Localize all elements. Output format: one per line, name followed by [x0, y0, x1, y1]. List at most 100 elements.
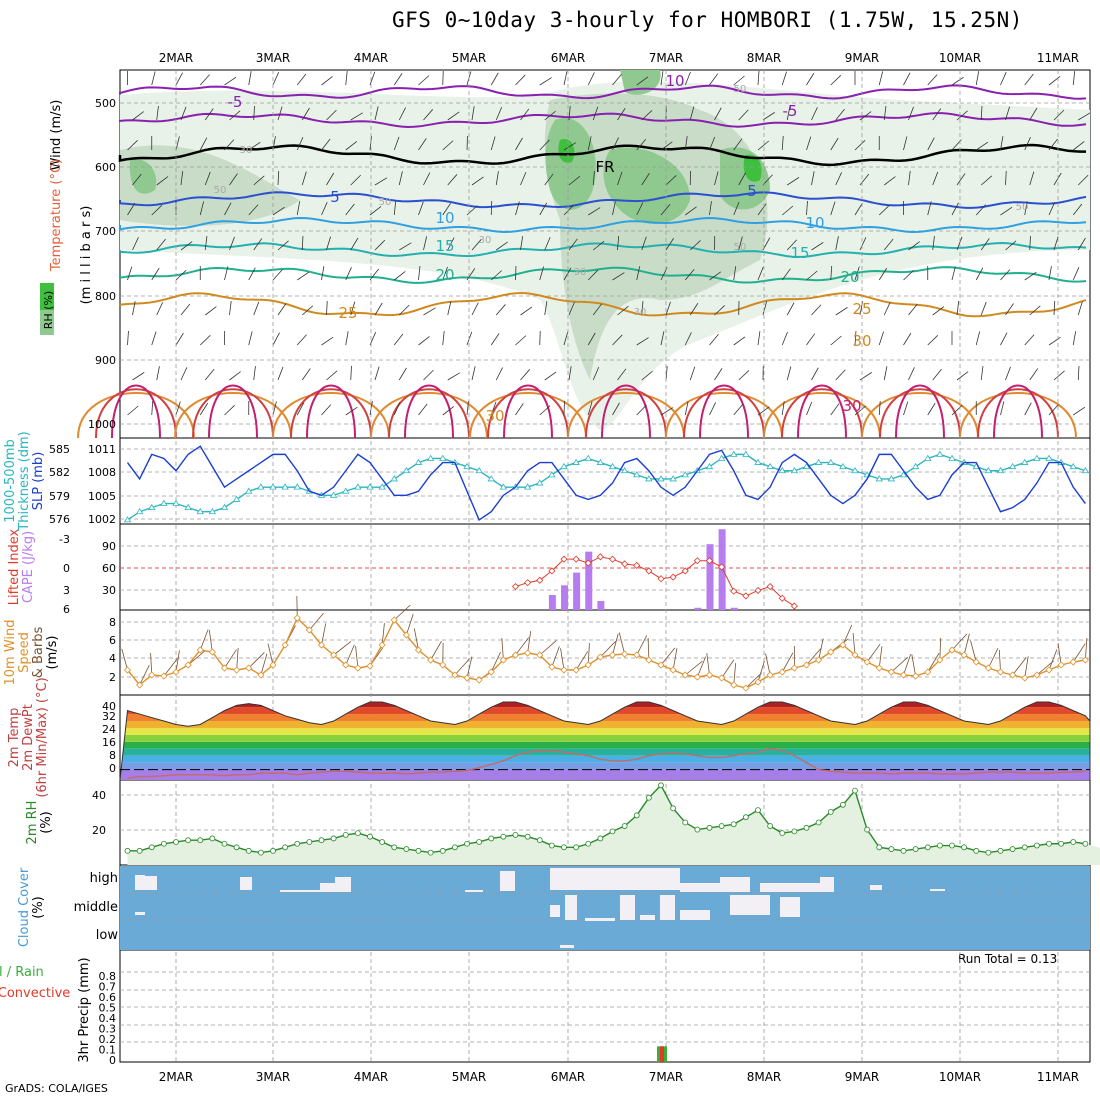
wind-barb: [1000, 269, 1011, 281]
wind10-barb: [891, 656, 908, 673]
thickness-line-point: [717, 454, 726, 461]
wind-barb: [689, 240, 701, 251]
wind-barb: [684, 136, 688, 151]
wind-barb: [830, 74, 842, 86]
lifted-index-point: [621, 560, 629, 568]
thickness-line-point: [245, 487, 253, 494]
wind-barb: [660, 331, 665, 346]
thickness-line-point: [548, 471, 556, 478]
wind-barb: [127, 405, 139, 416]
slp-tick-label: 1011: [88, 443, 116, 456]
date-label-bottom: 11MAR: [1037, 1070, 1079, 1084]
wind10-barb: [163, 658, 178, 677]
contour-label: -5: [228, 93, 243, 111]
wind-barb: [1048, 202, 1056, 216]
wind-barb: [520, 306, 533, 316]
cloud-block: [870, 885, 882, 890]
wind-barb: [903, 269, 914, 281]
thickness-line-point: [439, 454, 447, 461]
wind-barb: [878, 71, 884, 86]
cloud-block: [550, 905, 560, 917]
thickness-line-point: [790, 466, 799, 474]
wind10-speed-line-point: [875, 664, 883, 672]
thickness-line-point: [463, 462, 471, 470]
pressure-tick-label: 600: [95, 161, 116, 174]
wind10-barb: [781, 652, 794, 673]
rh-line-point: [573, 844, 580, 851]
wind10-speed-line-point: [136, 681, 144, 689]
wind-barb: [296, 73, 307, 86]
wind-barb: [612, 201, 616, 216]
thickness-line-point: [596, 458, 605, 465]
rh-line-point: [173, 839, 179, 845]
wind10-speed-line-point: [220, 664, 229, 672]
wind-barb: [398, 171, 403, 186]
lifted-index-point: [766, 582, 774, 591]
wind10-speed-line-point: [948, 646, 956, 654]
wind-barb: [393, 73, 403, 86]
panel-axis-label: (m/s): [45, 636, 60, 670]
wind-barb: [617, 171, 623, 186]
wind-barb: [568, 301, 575, 316]
wind10-speed-line-point: [681, 671, 689, 679]
wind-barb: [733, 201, 740, 216]
rh-shade-3: [545, 118, 596, 210]
panel-axis-label: Cloud Cover: [17, 867, 32, 947]
wind-barb: [709, 201, 712, 216]
surface-temperature-contour: [95, 388, 177, 439]
wind10-barb: [600, 640, 616, 658]
wind-barb: [248, 331, 253, 346]
wind-barb: [326, 236, 331, 251]
wind10-speed-line-point: [912, 672, 920, 680]
thickness-line-point: [924, 454, 932, 461]
wind-barb: [980, 105, 983, 121]
cape-bar: [706, 544, 714, 610]
rh-line-point: [888, 846, 895, 852]
surface-temperature-contour: [879, 388, 961, 439]
wind10-barb: [1012, 657, 1027, 676]
wind-barb: [806, 401, 813, 416]
wind-barb: [1024, 201, 1028, 216]
wind10-barb: [660, 647, 676, 666]
wind-barb: [248, 71, 252, 86]
rh-line-point: [670, 805, 677, 812]
thickness-line-point: [742, 450, 750, 457]
wind-barb: [272, 269, 283, 281]
wind10-barb: [333, 641, 352, 656]
wind-barb: [908, 106, 914, 121]
wind10-speed-line-point: [463, 674, 471, 682]
thickness-line-point: [184, 503, 192, 511]
wind10-barb: [911, 654, 917, 677]
wind-barb: [175, 401, 181, 416]
wind-barb: [447, 174, 458, 186]
date-label-bottom: 2MAR: [159, 1070, 194, 1084]
cape-tick-label: 30: [102, 584, 116, 597]
wind-barb: [345, 267, 352, 281]
wind-barb: [854, 202, 863, 216]
wind-barb: [617, 305, 629, 316]
wind-barb: [224, 139, 235, 151]
wind-barb: [903, 401, 909, 416]
wind-barb: [151, 204, 163, 216]
wind-barb: [587, 269, 599, 281]
wind-barb: [277, 106, 283, 121]
rh-line-point: [391, 844, 398, 851]
thickness-tick-label: 585: [49, 443, 70, 456]
cape-bar: [730, 607, 738, 610]
rh-shade-8: [558, 139, 575, 163]
wind10-speed-line-point: [705, 671, 714, 679]
surface-temperature-contour: [111, 384, 161, 439]
surface-temperature-contour: [388, 388, 470, 439]
wind10-speed-line-point: [414, 646, 423, 654]
wind-barb: [709, 136, 716, 151]
wind10-barb: [551, 646, 560, 668]
wind-barb: [539, 77, 552, 86]
wind-barb: [927, 201, 932, 216]
wind-barb: [277, 170, 280, 186]
wind-barb: [394, 271, 406, 281]
rh-line-point: [839, 801, 846, 808]
wind10-speed-line-point: [657, 661, 665, 669]
wind10-speed-line-point: [208, 648, 216, 656]
wind-barb: [539, 405, 551, 416]
wind10-speed-line-point: [863, 658, 871, 666]
